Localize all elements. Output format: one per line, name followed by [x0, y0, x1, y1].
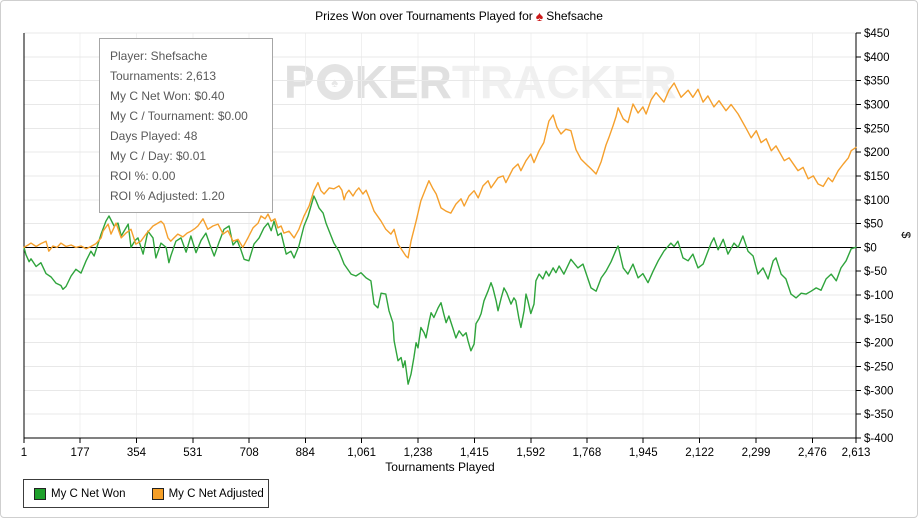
legend-label: My C Net Won — [51, 487, 126, 500]
stat-per-day: My C / Day: $0.01 — [110, 149, 207, 163]
x-tick-label: 1,061 — [347, 447, 376, 459]
y-tick-label: $-200 — [864, 338, 893, 350]
chart-title: Prizes Won over Tournaments Played for ♠ S… — [1, 8, 917, 24]
x-tick-label: 1,415 — [460, 447, 489, 459]
legend-label: My C Net Adjusted — [168, 487, 264, 500]
x-tick-label: 1,238 — [404, 447, 433, 459]
stat-per-tournament: My C / Tournament: $0.00 — [110, 109, 248, 123]
y-tick-label: $200 — [864, 147, 890, 159]
y-tick-label: $-50 — [864, 266, 887, 278]
x-tick-label: 884 — [296, 447, 316, 459]
legend-item-net-won: My C Net Won — [34, 487, 126, 500]
y-axis-title: $ — [899, 232, 913, 239]
chart-title-text: Prizes Won over Tournaments Played for — [315, 9, 533, 23]
stat-tournaments: Tournaments: 2,613 — [110, 69, 217, 83]
y-tick-label: $-400 — [864, 433, 893, 445]
x-axis-title: Tournaments Played — [385, 460, 494, 474]
y-tick-label: $50 — [864, 219, 883, 231]
y-tick-label: $-350 — [864, 409, 893, 421]
x-tick-label: 2,613 — [842, 447, 871, 459]
legend-swatch-orange — [151, 487, 164, 500]
y-tick-label: $250 — [864, 123, 890, 135]
series-line-my-c-net-won — [23, 195, 857, 385]
y-tick-label: $-250 — [864, 362, 893, 374]
stat-days-played: Days Played: 48 — [110, 129, 198, 143]
y-tick-label: $-300 — [864, 385, 893, 397]
y-tick-label: $100 — [864, 195, 890, 207]
y-tick-label: $450 — [864, 28, 890, 40]
y-tick-label: $400 — [864, 52, 890, 64]
x-tick-label: 1,945 — [629, 447, 658, 459]
pokerstars-spade-icon: ♠ — [535, 8, 544, 24]
legend: My C Net Won My C Net Adjusted — [23, 479, 269, 508]
x-tick-label: 1,768 — [572, 447, 601, 459]
y-tick-label: $0 — [864, 242, 877, 254]
stat-roi-adjusted: ROI % Adjusted: 1.20 — [110, 189, 225, 203]
stat-player: Player: Shefsache — [110, 49, 208, 63]
stats-tooltip: Player: Shefsache Tournaments: 2,613 My … — [99, 38, 273, 213]
x-tick-label: 1 — [21, 447, 27, 459]
player-name: Shefsache — [546, 9, 603, 23]
y-tick-label: $150 — [864, 171, 890, 183]
stat-roi: ROI %: 0.00 — [110, 169, 176, 183]
x-tick-label: 177 — [70, 447, 89, 459]
y-tick-label: $-100 — [864, 290, 893, 302]
x-tick-label: 708 — [240, 447, 259, 459]
legend-swatch-green — [34, 487, 46, 500]
x-tick-label: 2,299 — [742, 447, 771, 459]
x-tick-label: 1,592 — [516, 447, 545, 459]
x-tick-label: 531 — [183, 447, 202, 459]
y-tick-label: $300 — [864, 99, 890, 111]
legend-item-net-adjusted: My C Net Adjusted — [151, 487, 264, 500]
y-tick-label: $350 — [864, 76, 890, 88]
y-tick-label: $-150 — [864, 314, 893, 326]
x-tick-label: 354 — [127, 447, 147, 459]
stat-net-won: My C Net Won: $0.40 — [110, 89, 225, 103]
series-line-my-c-net-adjusted — [23, 82, 857, 259]
x-tick-label: 2,476 — [798, 447, 827, 459]
x-tick-label: 2,122 — [685, 447, 714, 459]
